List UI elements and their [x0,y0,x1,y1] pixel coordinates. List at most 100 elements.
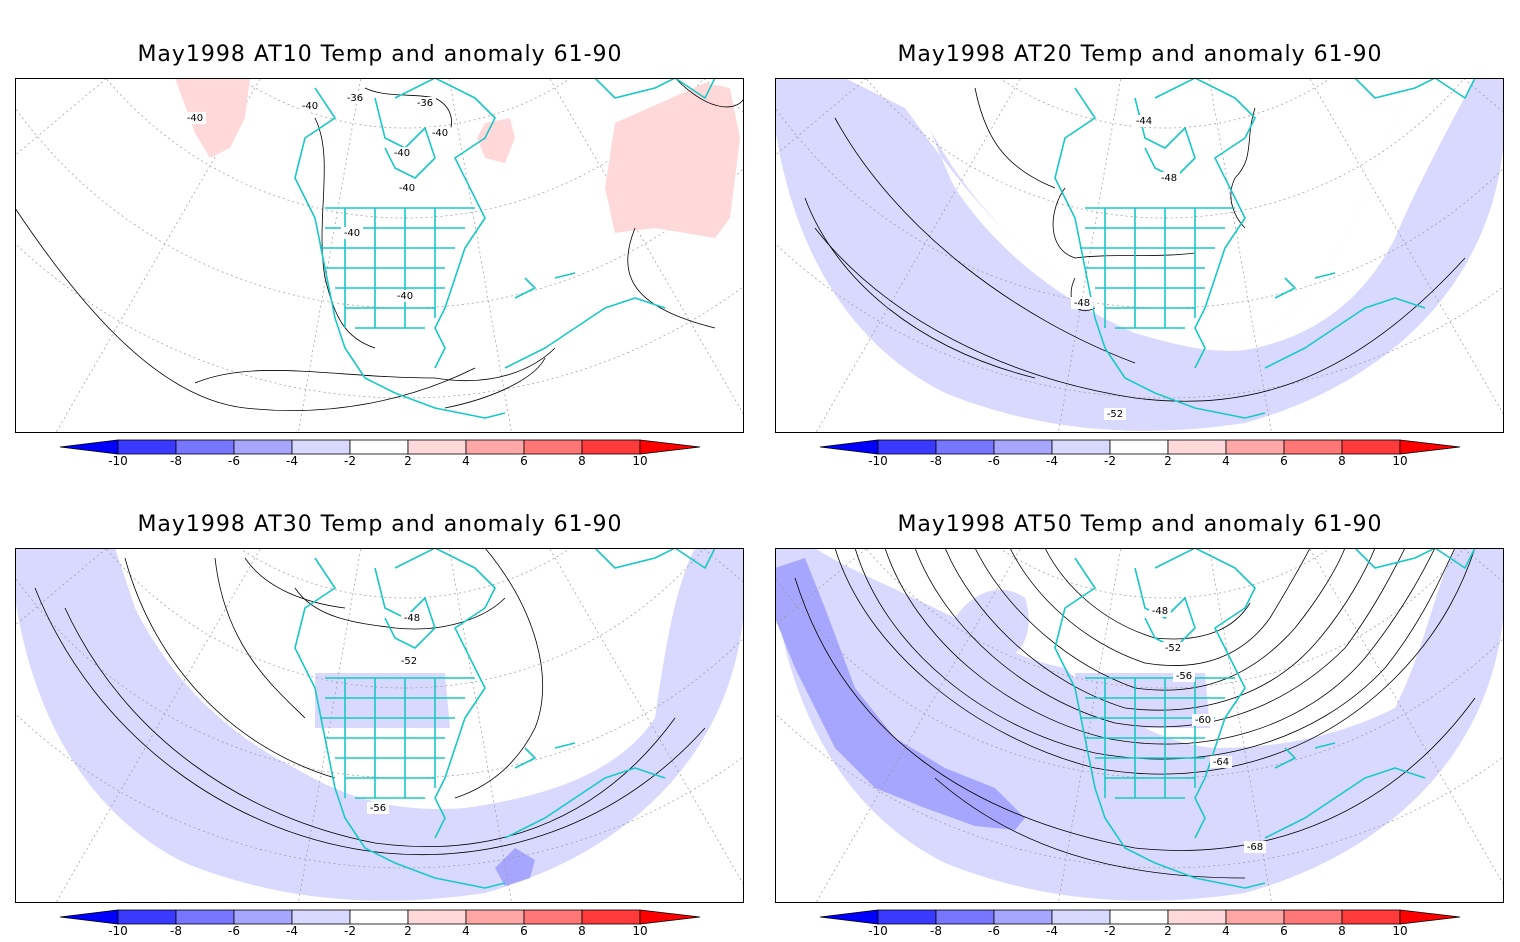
colorbar-segment [233,439,293,455]
colorbar-segment [175,909,235,925]
contour-label-bg [184,112,206,124]
contour-label-bg [299,100,321,112]
contour-line [834,117,1136,364]
colorbar-tick-label: -6 [988,924,1000,938]
colorbar-segment [581,439,641,455]
colorbar-segment [1225,439,1285,455]
colorbar-segment [1109,909,1169,925]
colorbar-tick-label: -2 [1104,454,1116,468]
contour-line [244,557,346,609]
colorbar-tick-label: -8 [170,454,182,468]
colorbar-segment [1341,909,1401,925]
colorbar-tick-label: -2 [344,924,356,938]
colorbar-arrow-high [639,909,701,925]
colorbar-segment [407,439,467,455]
colorbar-arrow-low [819,439,879,455]
contour-label-bg [1162,642,1184,654]
colorbar-tick-label: 6 [1280,454,1288,468]
colorbar-tick-label: 6 [1280,924,1288,938]
colorbar-tick-label: 6 [520,454,528,468]
panel-title: May1998 AT10 Temp and anomaly 61-90 [137,42,623,67]
contour-line [794,577,1476,851]
contour-label: -56 [1176,671,1192,682]
map-panel-at50: May1998 AT50 Temp and anomaly 61-90 -48-… [760,470,1520,940]
contour-line [834,548,1476,775]
colorbar-tick-label: -10 [868,454,888,468]
map-plot: -48 -52 -56 -60 -64 -68 [775,548,1504,903]
colorbar-segment [993,439,1053,455]
colorbar-tick-label: -8 [930,924,942,938]
contour-line [314,117,376,349]
colorbar-arrow-high [1399,909,1461,925]
colorbar-segment [1283,909,1343,925]
colorbar-segment [1167,439,1227,455]
contour-label: -40 [399,183,415,194]
colorbar: -10 -8 -6 -4 -2 2 4 6 8 10 [819,439,1461,468]
colorbar-tick-label: -6 [228,924,240,938]
colorbar-segment [117,439,177,455]
positive-anomaly-region [605,83,740,238]
colorbar-tick-label: 4 [462,924,470,938]
colorbar-segment [233,909,293,925]
colorbar-segment [581,909,641,925]
contour-label: -40 [394,148,410,159]
colorbar-tick-label: 8 [1338,454,1346,468]
contour-label-bg [1104,408,1126,420]
colorbar-tick-label: -10 [108,454,128,468]
colorbar-segment [349,909,409,925]
contour-label: -40 [187,113,203,124]
contour-line [194,347,556,384]
colorbar-segment [465,439,525,455]
contour-label: -52 [1165,643,1181,654]
contour-label: -52 [401,656,417,667]
panel-title: May1998 AT30 Temp and anomaly 61-90 [137,512,623,537]
contour-label-bg [1133,115,1155,127]
colorbar-segment [877,439,937,455]
near-normal-region [845,78,1475,351]
contour-line [1009,548,1311,666]
colorbar-segment [1283,439,1343,455]
colorbar-tick-label: 10 [632,454,647,468]
colorbar-segment [117,909,177,925]
colorbar-segment [1225,909,1285,925]
contour-label-bg [394,290,416,302]
contour-labels: -48 -52 -56 [367,612,423,814]
colorbar-segment [523,909,583,925]
colorbar-tick-label: -10 [108,924,128,938]
contour-line [34,587,706,856]
graticule [15,78,744,433]
map-plot: -44 -48 -48 -52 [775,78,1504,433]
colorbar-segment [877,909,937,925]
contour-label-bg [341,227,363,239]
colorbar-segment [175,439,235,455]
colorbar-segment [1341,439,1401,455]
contour-labels: -44 -48 -48 -52 [1071,115,1180,420]
negative-anomaly-region [315,673,450,728]
contour-label-bg [1210,756,1232,768]
contour-line [454,548,544,799]
contour-label: -64 [1213,757,1229,768]
map-panel-at30: May1998 AT30 Temp and anomaly 61-90 -48-… [0,470,760,940]
colorbar-segment [935,909,995,925]
contour-label: -60 [1195,715,1211,726]
contour-label: -36 [417,98,433,109]
colorbar-tick-label: 2 [1164,924,1172,938]
colorbar-tick-label: 4 [1222,454,1230,468]
map-plot: -36 -36 -40 -40 -40 -40 -40 -40 -40 [15,78,744,433]
contour-label: -56 [370,803,386,814]
colorbar-tick-label: 8 [578,454,586,468]
positive-anomaly-region [175,78,250,158]
contour-labels: -36 -36 -40 -40 -40 -40 -40 -40 -40 [184,92,451,302]
contour-label: -68 [1247,842,1263,853]
colorbar-segment [935,439,995,455]
contour-label: -40 [302,101,318,112]
map-plot: -48 -52 -56 [15,548,744,903]
contour-line [804,197,1036,379]
colorbar-tick-label: 8 [578,924,586,938]
colorbar-tick-label: -4 [1046,924,1058,938]
negative-anomaly-region [1075,673,1210,728]
coastline [294,548,716,889]
contour-label: -48 [1161,173,1177,184]
colorbar-arrow-low [59,909,119,925]
contour-label: -48 [1152,606,1168,617]
